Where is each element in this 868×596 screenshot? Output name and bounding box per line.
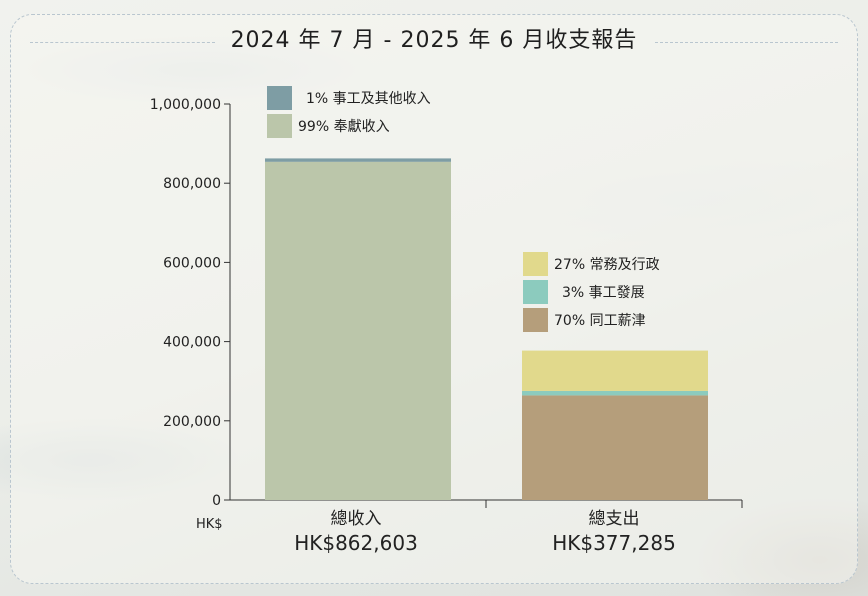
- total-expense-amount: HK$377,285: [552, 531, 676, 555]
- bar-segment-donations: [265, 161, 451, 500]
- title-rule-left: [30, 42, 215, 43]
- y-axis-tick-label: 200,000: [163, 414, 221, 430]
- legend-swatch-donations: [267, 114, 292, 138]
- bar-segment-salaries: [522, 395, 708, 500]
- total-income-caption: 總收入 HK$862,603: [256, 508, 456, 556]
- legend-label-development: 3% 事工發展: [562, 285, 645, 301]
- legend-swatch-development: [523, 280, 548, 304]
- y-axis-unit-label: HK$: [196, 517, 223, 532]
- legend-swatch-operations: [523, 252, 548, 276]
- y-axis-tick-label: 400,000: [163, 335, 221, 351]
- bar-segment-development: [522, 390, 708, 396]
- legend-label-other_income: 1% 事工及其他收入: [306, 91, 431, 107]
- y-axis-tick-label: 0: [212, 493, 221, 509]
- y-axis-tick-label: 800,000: [163, 176, 221, 192]
- legend-label-operations: 27% 常務及行政: [554, 257, 660, 273]
- total-expense-label: 總支出: [588, 509, 640, 529]
- total-income-label: 總收入: [330, 509, 382, 529]
- bar-segment-other_income: [265, 158, 451, 162]
- y-axis-tick-label: 1,000,000: [150, 97, 221, 113]
- legend-label-salaries: 70% 同工薪津: [554, 313, 646, 329]
- y-axis-tick-label: 600,000: [163, 255, 221, 271]
- legend-swatch-other_income: [267, 86, 292, 110]
- total-expense-caption: 總支出 HK$377,285: [514, 508, 714, 556]
- bar-segment-operations: [522, 350, 708, 391]
- total-income-amount: HK$862,603: [294, 531, 418, 555]
- legend-label-donations: 99% 奉獻收入: [298, 119, 390, 135]
- chart-title: 2024 年 7 月 - 2025 年 6 月收支報告: [230, 28, 638, 53]
- legend-swatch-salaries: [523, 308, 548, 332]
- title-rule-right: [655, 42, 838, 43]
